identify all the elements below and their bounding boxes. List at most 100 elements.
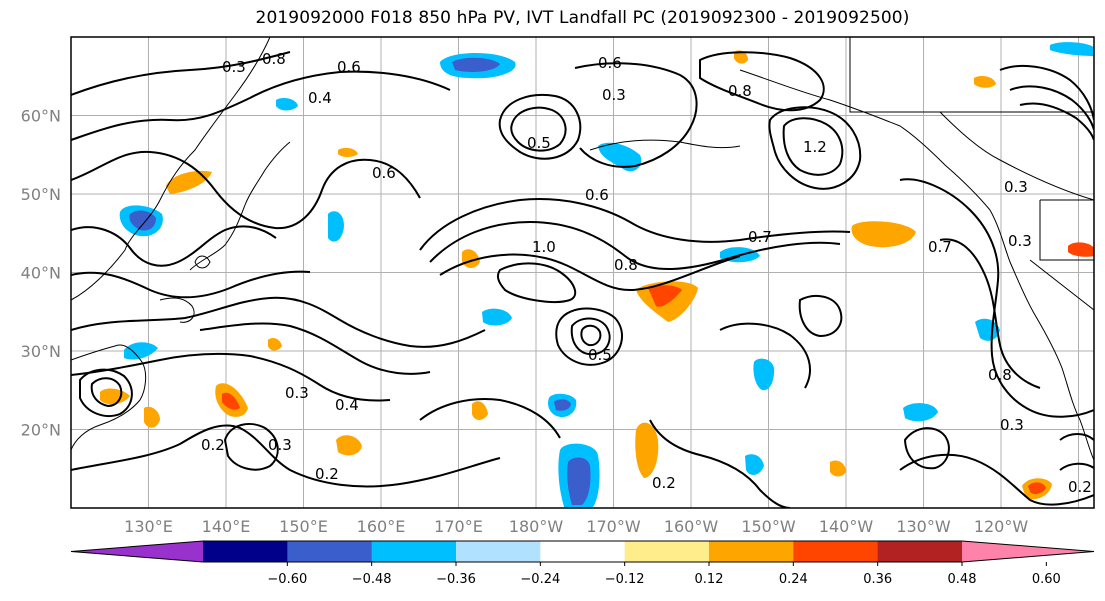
- colorbar-segment: [287, 541, 373, 562]
- contour-label: 1.0: [532, 238, 556, 256]
- pv-positive-blob: [336, 435, 362, 456]
- pv-positive-blob: [268, 338, 282, 351]
- contour-label: 0.6: [372, 164, 396, 182]
- colorbar-segment: [962, 541, 1094, 562]
- pv-negative-blob: [482, 308, 512, 326]
- pv-negative-blob: [1050, 42, 1094, 56]
- contour-label: 0.8: [988, 366, 1012, 384]
- latitude-label: 40°N: [21, 264, 61, 283]
- longitude-label: 150°E: [279, 517, 328, 536]
- colorbar-tick-label: 0.36: [863, 572, 892, 587]
- longitude-labels: 130°E 140°E 150°E 160°E 170°E 180°W 170°W 160°W…: [124, 517, 1028, 536]
- colorbar-segment: [709, 541, 794, 562]
- pv-positive-blob: [144, 406, 160, 428]
- pv-positive-blob: [648, 285, 682, 307]
- contour-label: 0.4: [335, 396, 359, 414]
- contour-label: 0.2: [315, 465, 339, 483]
- coastlines: [71, 37, 1094, 461]
- pv-negative-blob: [452, 57, 500, 72]
- pv-positive-blob: [222, 392, 240, 410]
- contour-label: 0.3: [1008, 232, 1032, 250]
- map-frame: [70, 36, 1095, 509]
- colorbar-tick-label: 0.12: [695, 572, 724, 587]
- colorbar-tick-label: −0.24: [520, 572, 560, 587]
- pv-contours: [71, 51, 1094, 508]
- pv-positive-blob: [338, 147, 358, 157]
- pv-positive-blob: [166, 170, 212, 194]
- longitude-label: 130°W: [896, 517, 951, 536]
- contour-label: 0.3: [1000, 416, 1024, 434]
- colorbar-tick-label: −0.36: [436, 572, 476, 587]
- longitude-label: 170°E: [434, 517, 483, 536]
- pv-positive-blob: [100, 388, 130, 405]
- colorbar-segment: [71, 541, 203, 562]
- longitude-label: 130°E: [124, 517, 173, 536]
- contour-label: 0.2: [201, 436, 225, 454]
- pv-negative-blob: [598, 142, 642, 172]
- longitude-label: 140°W: [819, 517, 874, 536]
- colorbar-segment: [371, 541, 457, 562]
- contour-label: 0.3: [1004, 178, 1028, 196]
- contour-label: 0.3: [222, 58, 246, 76]
- latitude-label: 30°N: [21, 342, 61, 361]
- pv-positive-blob: [472, 401, 488, 420]
- longitude-label: 120°W: [974, 517, 1029, 536]
- longitude-label: 150°W: [741, 517, 796, 536]
- contour-label: 0.8: [614, 256, 638, 274]
- pv-negative-blob: [753, 358, 775, 391]
- colorbar: [70, 540, 1095, 563]
- contour-label: 0.2: [1068, 478, 1092, 496]
- pv-positive-blob: [635, 422, 659, 478]
- colorbar-tick-label: −0.12: [605, 572, 645, 587]
- colorbar-ticks: −0.60 −0.48 −0.36 −0.24 −0.12 0.12 0.24 0.36 0.4…: [267, 562, 1061, 587]
- pv-positive-blob: [734, 50, 748, 64]
- latitude-label: 50°N: [21, 185, 61, 204]
- pv-positive-blob: [830, 460, 846, 477]
- longitude-label: 160°W: [664, 517, 719, 536]
- contour-label: 0.5: [588, 346, 612, 364]
- map-title: 2019092000 F018 850 hPa PV, IVT Landfall…: [255, 8, 910, 28]
- gridlines: [71, 37, 1094, 508]
- contour-label: 0.5: [527, 134, 551, 152]
- contour-label: 0.8: [262, 50, 286, 68]
- colorbar-segment: [456, 541, 541, 562]
- pv-positive-blob: [1068, 242, 1094, 257]
- colorbar-segment: [540, 541, 626, 562]
- contour-label: 0.3: [285, 384, 309, 402]
- colorbar-segment: [793, 541, 879, 562]
- pv-fill-features: [100, 42, 1094, 508]
- longitude-label: 170°W: [586, 517, 641, 536]
- contour-label: 0.6: [585, 186, 609, 204]
- pv-negative-blob: [554, 399, 571, 411]
- pv-negative-blob: [903, 403, 938, 422]
- pv-negative-blob: [124, 342, 158, 360]
- pv-positive-blob: [851, 221, 916, 248]
- contour-label: 0.8: [728, 82, 752, 100]
- colorbar-outline: [70, 540, 1095, 563]
- contour-label: 0.6: [598, 54, 622, 72]
- longitude-label: 140°E: [202, 517, 251, 536]
- contour-label: 0.7: [748, 228, 772, 246]
- contour-label: 0.2: [652, 474, 676, 492]
- latitude-label: 60°N: [21, 107, 61, 126]
- colorbar-tick-label: −0.60: [267, 572, 307, 587]
- longitude-label: 160°E: [357, 517, 406, 536]
- colorbar-tick-label: 0.60: [1032, 572, 1061, 587]
- pv-positive-blob: [1028, 482, 1046, 495]
- contour-label: 0.3: [602, 86, 626, 104]
- pv-positive-blob: [974, 76, 996, 88]
- colorbar-tick-label: −0.48: [352, 572, 392, 587]
- colorbar-segment: [877, 541, 963, 562]
- contour-label: 0.4: [308, 89, 332, 107]
- pv-negative-blob: [328, 211, 344, 242]
- colorbar-segment: [203, 541, 288, 562]
- contour-label: 1.2: [803, 138, 827, 156]
- colorbar-tick-label: 0.48: [948, 572, 977, 587]
- colorbar-segment: [624, 541, 710, 562]
- contour-labels: 0.8 0.6 0.4 0.3 0.6 0.5 0.3 0.8 1.2 0.6 …: [201, 50, 1092, 496]
- contour-label: 0.3: [268, 436, 292, 454]
- pv-negative-blob: [567, 457, 591, 505]
- latitude-labels: 20°N 30°N 40°N 50°N 60°N: [21, 107, 61, 440]
- pv-negative-blob: [276, 98, 298, 111]
